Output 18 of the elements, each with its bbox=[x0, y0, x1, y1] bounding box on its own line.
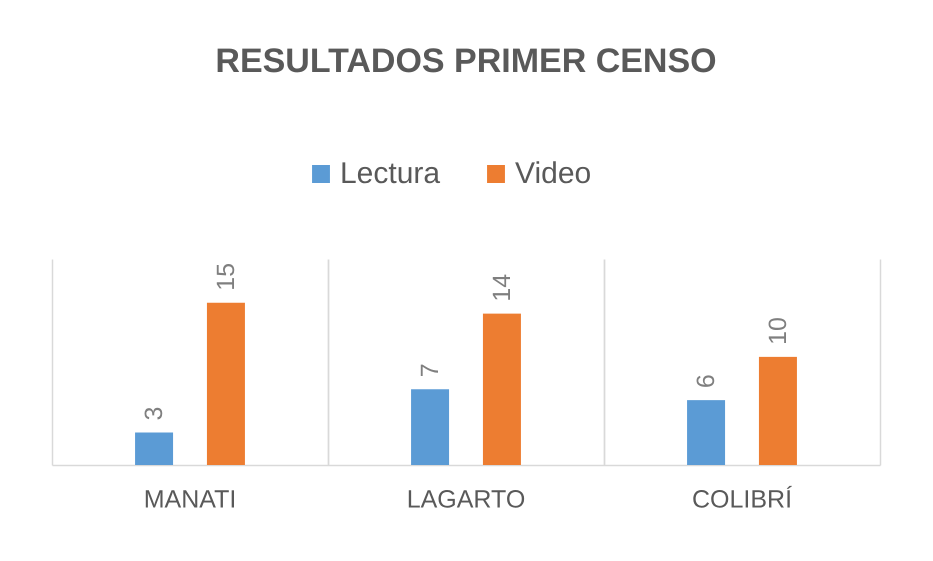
x-tick-label: LAGARTO bbox=[406, 486, 526, 514]
data-label: 14 bbox=[488, 274, 516, 302]
data-label: 7 bbox=[416, 363, 444, 378]
data-label: 6 bbox=[692, 374, 720, 388]
x-tick-label: COLIBRÍ bbox=[692, 486, 792, 514]
bar bbox=[758, 356, 797, 465]
data-label: 10 bbox=[764, 317, 792, 345]
bar bbox=[411, 389, 450, 465]
x-tick-label: MANATI bbox=[144, 486, 236, 514]
bar bbox=[687, 400, 726, 465]
bar bbox=[135, 432, 174, 465]
data-label: 3 bbox=[140, 406, 168, 421]
chart-title: RESULTADOS PRIMER CENSO bbox=[215, 42, 717, 80]
legend-label: Lectura bbox=[340, 157, 440, 190]
bar bbox=[482, 314, 521, 465]
data-label: 15 bbox=[212, 262, 240, 291]
legend-label: Video bbox=[515, 157, 592, 190]
bar bbox=[206, 302, 245, 465]
